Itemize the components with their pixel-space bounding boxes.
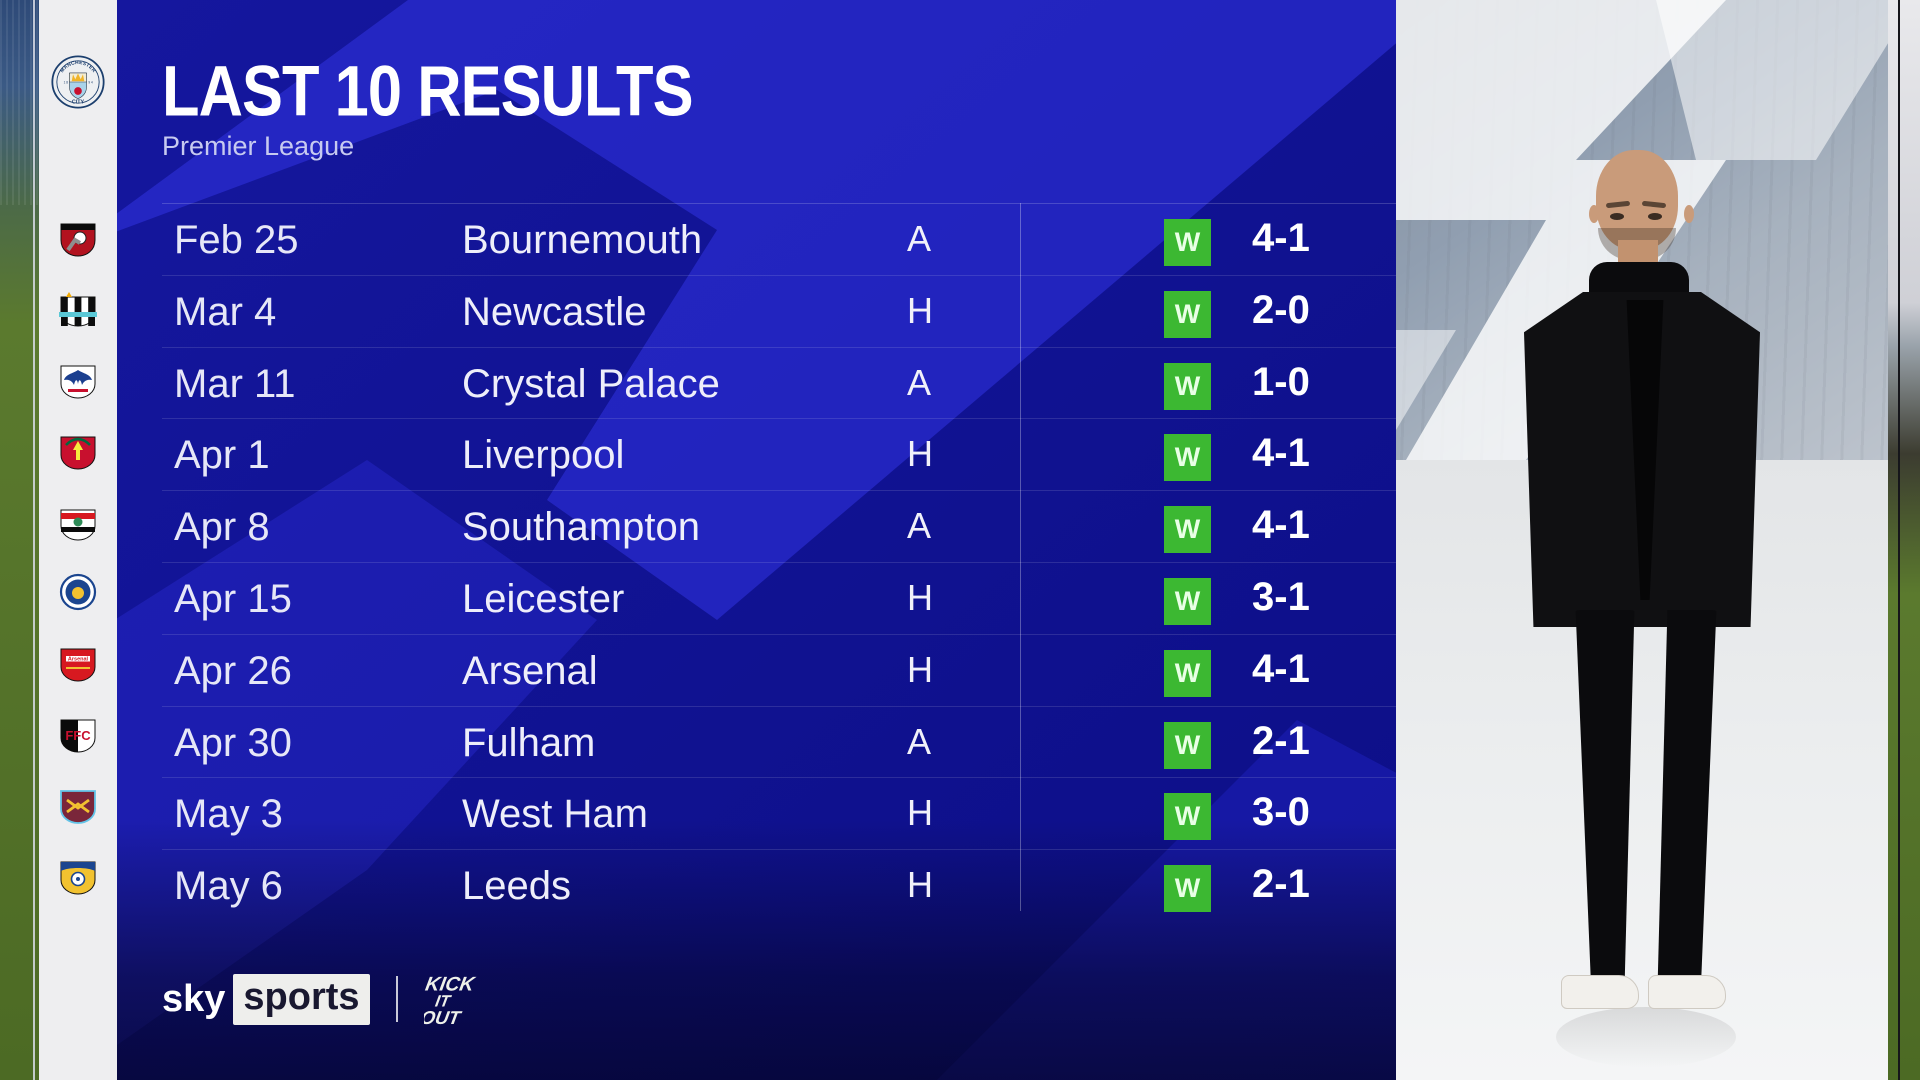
svg-text:OUT: OUT	[424, 1007, 464, 1028]
svg-text:KICK: KICK	[424, 973, 477, 995]
svg-text:Arsenal: Arsenal	[68, 656, 89, 662]
svg-text:FFC: FFC	[65, 728, 91, 743]
svg-text:9 4: 9 4	[88, 80, 93, 84]
svg-text:1 8: 1 8	[64, 80, 69, 84]
svg-text:CITY: CITY	[72, 100, 85, 106]
